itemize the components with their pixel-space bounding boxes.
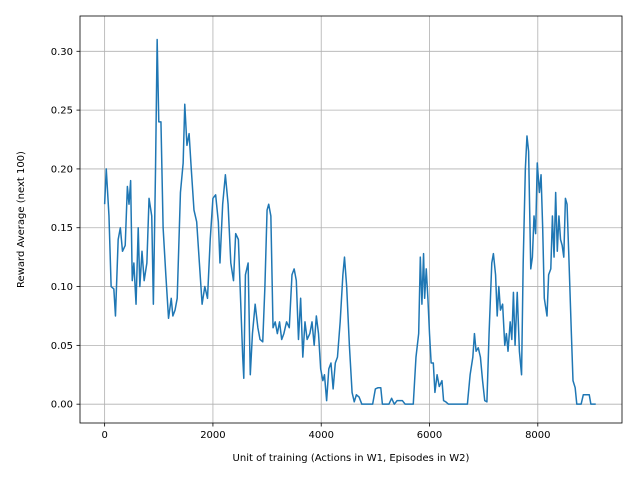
y-tick-label: 0.20 (51, 164, 73, 175)
x-tick-label: 6000 (417, 430, 442, 441)
y-tick-label: 0.25 (51, 106, 73, 117)
y-tick-label: 0.30 (51, 47, 73, 58)
grid (80, 16, 622, 423)
ticks: 0 2000 4000 6000 8000 0.00 0.05 0.10 0.15 0.20 0.2… (51, 47, 551, 441)
x-tick-label: 4000 (308, 430, 333, 441)
y-tick-label: 0.15 (51, 223, 73, 234)
y-tick-label: 0.00 (51, 400, 73, 411)
x-tick-label: 8000 (525, 430, 550, 441)
plot (103, 38, 596, 405)
y-axis-label: Reward Average (next 100) (16, 151, 27, 288)
data-line (103, 38, 596, 405)
x-tick-label: 0 (101, 430, 107, 441)
y-tick-label: 0.10 (51, 282, 73, 293)
axes-frame (79, 15, 623, 424)
y-tick-label: 0.05 (51, 341, 73, 352)
x-tick-label: 2000 (200, 430, 225, 441)
x-axis-label: Unit of training (Actions in W1, Episode… (233, 453, 470, 464)
